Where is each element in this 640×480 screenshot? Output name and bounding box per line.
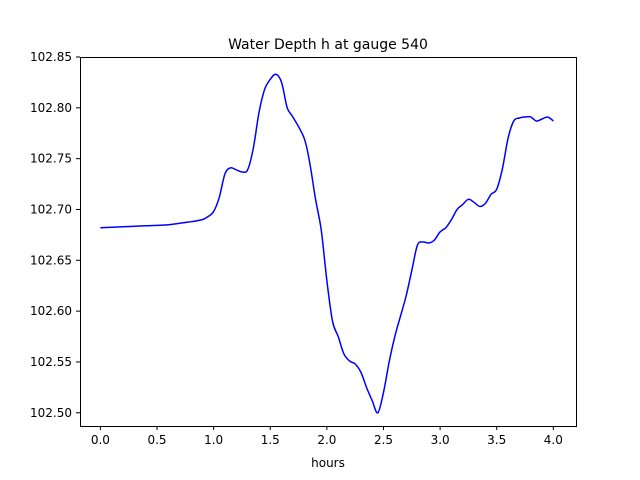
plot-frame <box>80 57 577 427</box>
x-tick-label: 1.0 <box>204 433 223 447</box>
y-tick-label: 102.55 <box>30 355 72 369</box>
x-tick-label: 4.0 <box>544 433 563 447</box>
y-tick-label: 102.85 <box>30 50 72 64</box>
y-tick-label: 102.70 <box>30 202 72 216</box>
x-tick-label: 3.0 <box>431 433 450 447</box>
chart-title: Water Depth h at gauge 540 <box>228 37 428 53</box>
y-tick-label: 102.75 <box>30 152 72 166</box>
x-axis-label: hours <box>311 456 345 470</box>
x-tick-label: 2.5 <box>374 433 393 447</box>
x-tick-label: 2.0 <box>317 433 336 447</box>
plot-area <box>100 73 554 414</box>
y-tick-label: 102.65 <box>30 253 72 267</box>
x-tick-label: 3.5 <box>487 433 506 447</box>
x-tick-label: 0.5 <box>147 433 166 447</box>
series-line-0 <box>100 73 554 414</box>
x-tick-label: 1.5 <box>261 433 280 447</box>
y-tick-label: 102.80 <box>30 101 72 115</box>
y-tick-label: 102.60 <box>30 304 72 318</box>
x-tick-label: 0.0 <box>91 433 110 447</box>
y-tick-label: 102.50 <box>30 406 72 420</box>
